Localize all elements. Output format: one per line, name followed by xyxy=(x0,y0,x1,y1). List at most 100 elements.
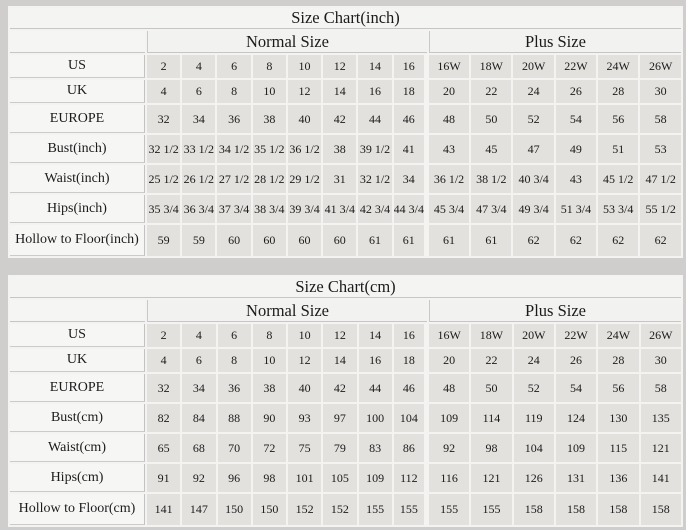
size-cell: 56 xyxy=(598,105,639,133)
row-label: Waist(cm) xyxy=(10,434,146,462)
size-cell: 18 xyxy=(393,80,427,103)
size-cell: 60 xyxy=(323,225,357,256)
size-cell: 155 xyxy=(358,494,392,525)
size-cell: 51 xyxy=(598,135,639,163)
size-cell: 152 xyxy=(288,494,322,525)
section-header-row: Normal Size Plus Size xyxy=(10,300,681,322)
table-row: EUROPE 32 34 36 38 40 42 44 46 48 50 52 54 56 58 xyxy=(10,105,681,133)
size-cell: 155 xyxy=(471,494,512,525)
size-cell: 152 xyxy=(323,494,357,525)
size-cell: 22W xyxy=(555,55,597,78)
size-cell: 41 xyxy=(393,135,427,163)
size-cell: 14 xyxy=(323,80,357,103)
size-cell: 92 xyxy=(429,434,470,462)
size-cell: 8 xyxy=(252,55,286,78)
size-chart-inch-body: US 2 4 6 8 10 12 14 16 16W 18W 20W 22W 24W 26W UK 4 6 8 10 1… xyxy=(10,55,681,256)
size-cell: 22 xyxy=(471,80,512,103)
size-cell: 34 1/2 xyxy=(217,135,251,163)
size-cell: 141 xyxy=(640,464,681,492)
corner-cell xyxy=(10,300,146,322)
size-cell: 158 xyxy=(513,494,554,525)
size-cell: 12 xyxy=(323,55,357,78)
row-label: Hips(cm) xyxy=(10,464,146,492)
size-cell: 62 xyxy=(598,225,639,256)
size-cell: 60 xyxy=(252,225,286,256)
size-cell: 93 xyxy=(288,404,322,432)
size-cell: 44 3/4 xyxy=(393,195,427,223)
size-cell: 26 xyxy=(555,349,597,372)
size-cell: 130 xyxy=(598,404,639,432)
size-cell: 104 xyxy=(513,434,554,462)
size-cell: 2 xyxy=(147,324,181,347)
row-label: EUROPE xyxy=(10,105,145,133)
size-cell: 50 xyxy=(471,105,512,133)
size-cell: 96 xyxy=(217,464,251,492)
size-cell: 121 xyxy=(640,434,681,462)
size-cell: 27 1/2 xyxy=(217,165,251,193)
size-cell: 16 xyxy=(358,80,392,103)
size-cell: 38 3/4 xyxy=(252,195,286,223)
size-cell: 14 xyxy=(358,324,392,347)
plus-size-header: Plus Size xyxy=(429,300,681,322)
size-cell: 56 xyxy=(598,374,639,402)
size-cell: 28 xyxy=(598,80,639,103)
size-cell: 65 xyxy=(147,434,181,462)
table-row: US 2 4 6 8 10 12 14 16 16W 18W 20W 22W 24W 26W xyxy=(10,55,681,78)
normal-size-header: Normal Size xyxy=(147,31,427,53)
size-cell: 147 xyxy=(182,494,216,525)
size-chart-cm-body: US 2 4 6 8 10 12 14 16 16W 18W 20W 22W 24W 26W UK 4 6 8 10 1… xyxy=(10,324,681,525)
row-label: UK xyxy=(10,80,145,103)
size-cell: 6 xyxy=(182,349,216,372)
size-cell: 54 xyxy=(555,374,597,402)
size-cell: 135 xyxy=(640,404,681,432)
size-cell: 6 xyxy=(217,55,251,78)
size-cell: 51 3/4 xyxy=(555,195,597,223)
size-cell: 34 xyxy=(182,374,216,402)
size-cell: 48 xyxy=(429,374,470,402)
size-cell: 158 xyxy=(555,494,597,525)
size-cell: 48 xyxy=(428,105,470,133)
size-cell: 115 xyxy=(598,434,639,462)
table-row: Hips(cm) 91 92 96 98 101 105 109 112 116 121 126 131… xyxy=(10,464,681,492)
size-cell: 150 xyxy=(217,494,251,525)
size-cell: 36 xyxy=(217,105,251,133)
size-cell: 33 1/2 xyxy=(182,135,216,163)
size-cell: 79 xyxy=(323,434,357,462)
size-cell: 37 3/4 xyxy=(217,195,251,223)
size-cell: 40 3/4 xyxy=(513,165,554,193)
table-row: EUROPE 32 34 36 38 40 42 44 46 48 50 52 54 56 58 xyxy=(10,374,681,402)
size-cell: 16W xyxy=(429,324,470,347)
size-cell: 84 xyxy=(182,404,216,432)
size-cell: 43 xyxy=(428,135,470,163)
table-title: Size Chart(cm) xyxy=(10,277,681,298)
table-row: UK 4 6 8 10 12 14 16 18 20 22 24 26 28 30 xyxy=(10,349,681,372)
size-cell: 18W xyxy=(471,55,512,78)
size-cell: 40 xyxy=(287,105,322,133)
size-cell: 6 xyxy=(182,80,216,103)
size-cell: 42 3/4 xyxy=(358,195,392,223)
size-cell: 36 xyxy=(217,374,251,402)
size-cell: 16 xyxy=(393,324,428,347)
row-label: Bust(inch) xyxy=(10,135,145,163)
plus-size-header: Plus Size xyxy=(428,31,681,53)
size-cell: 45 xyxy=(471,135,512,163)
size-cell: 4 xyxy=(147,349,181,372)
size-cell: 46 xyxy=(393,105,427,133)
size-cell: 58 xyxy=(640,374,681,402)
size-cell: 12 xyxy=(287,80,322,103)
size-cell: 38 xyxy=(252,374,287,402)
size-cell: 82 xyxy=(147,404,181,432)
size-cell: 114 xyxy=(471,404,512,432)
size-cell: 86 xyxy=(393,434,428,462)
size-cell: 98 xyxy=(471,434,512,462)
size-cell: 16W xyxy=(428,55,470,78)
row-label: Hips(inch) xyxy=(10,195,145,223)
size-cell: 29 1/2 xyxy=(287,165,322,193)
size-cell: 10 xyxy=(252,80,286,103)
size-cell: 109 xyxy=(358,464,392,492)
size-cell: 38 1/2 xyxy=(471,165,512,193)
size-cell: 16 xyxy=(393,55,427,78)
size-cell: 119 xyxy=(513,404,554,432)
size-cell: 52 xyxy=(513,374,554,402)
size-cell: 45 1/2 xyxy=(598,165,639,193)
